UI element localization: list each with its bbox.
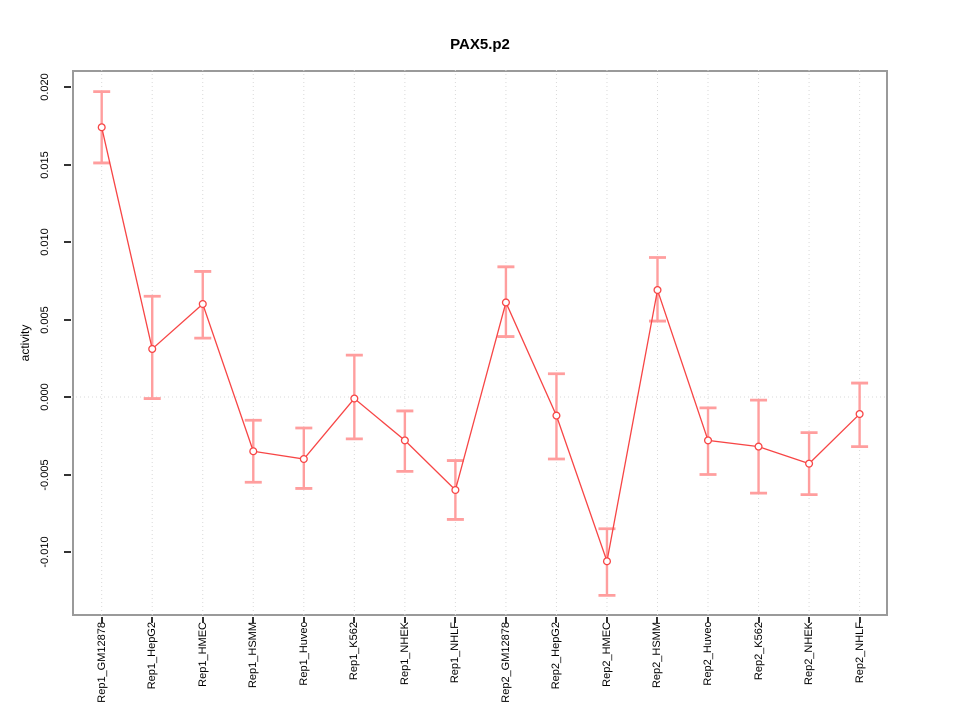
data-point [97,123,106,132]
data-point [249,447,258,456]
x-axis-tick [504,617,507,623]
data-point [299,454,308,464]
x-axis-tick [707,617,710,623]
data-point [855,409,864,419]
x-axis-tick [353,617,356,623]
x-tick-label: Rep2_HSMM [651,622,664,689]
data-point [805,459,814,468]
x-tick-label: Rep2_GM12878 [499,622,512,703]
x-axis-tick [808,617,811,623]
x-tick-label: Rep1_NHLF [449,622,462,684]
plot-area-svg [72,70,888,616]
data-point [148,344,157,354]
x-axis-tick [757,617,760,623]
y-axis-tick [64,86,71,88]
x-axis-tick [151,617,154,623]
x-tick-label: Rep2_NHLF [853,622,866,684]
y-axis-tick [64,318,71,321]
y-axis-tick [64,396,71,398]
y-axis-tick [64,473,71,476]
x-axis-tick [656,617,659,623]
x-tick-label: Rep2_HMEC [600,622,613,687]
data-point [653,286,662,295]
x-axis-tick [403,617,406,623]
data-point [501,298,510,307]
x-axis-tick [858,617,861,623]
x-axis-tick [555,617,558,623]
y-axis-tick [64,241,71,243]
y-tick-label: 0.020 [39,73,51,101]
x-tick-label: Rep1_HepG2 [146,622,159,690]
data-point [198,299,207,309]
x-tick-label: Rep2_Huvec [702,622,715,686]
y-tick-label: 0.005 [39,305,51,334]
x-axis-tick [252,617,255,623]
data-point [602,557,612,566]
chart-title: PAX5.p2 [450,36,510,53]
data-point [350,394,359,403]
data-point [400,436,409,445]
data-point [552,411,561,420]
data-line [101,127,861,564]
data-point [703,436,713,445]
y-axis-tick [64,551,71,553]
y-tick-label: 0.015 [39,150,51,179]
x-axis-tick [605,617,608,623]
y-axis-title: activity [18,324,32,362]
x-tick-label: Rep1_HMEC [196,622,209,687]
y-tick-label: 0.000 [39,383,51,411]
x-axis-tick [100,617,103,623]
x-tick-label: Rep1_Huvec [297,622,310,686]
y-axis-tick [64,163,71,166]
plot-box [72,70,888,616]
data-point [754,442,763,451]
y-tick-label: -0.010 [39,536,51,568]
x-tick-label: Rep1_K562 [348,622,361,681]
x-axis-tick [454,617,457,623]
x-tick-label: Rep1_HSMM [247,622,260,689]
y-tick-label: -0.005 [39,458,51,491]
x-tick-label: Rep2_HepG2 [550,622,563,690]
x-tick-label: Rep1_NHEK [398,622,411,685]
y-tick-label: 0.010 [39,228,51,256]
x-tick-label: Rep2_K562 [752,622,765,681]
x-axis-tick [201,617,204,623]
data-point [451,485,460,495]
x-tick-label: Rep2_NHEK [803,622,816,685]
x-tick-label: Rep1_GM12878 [95,622,108,703]
x-axis-tick [302,617,305,623]
